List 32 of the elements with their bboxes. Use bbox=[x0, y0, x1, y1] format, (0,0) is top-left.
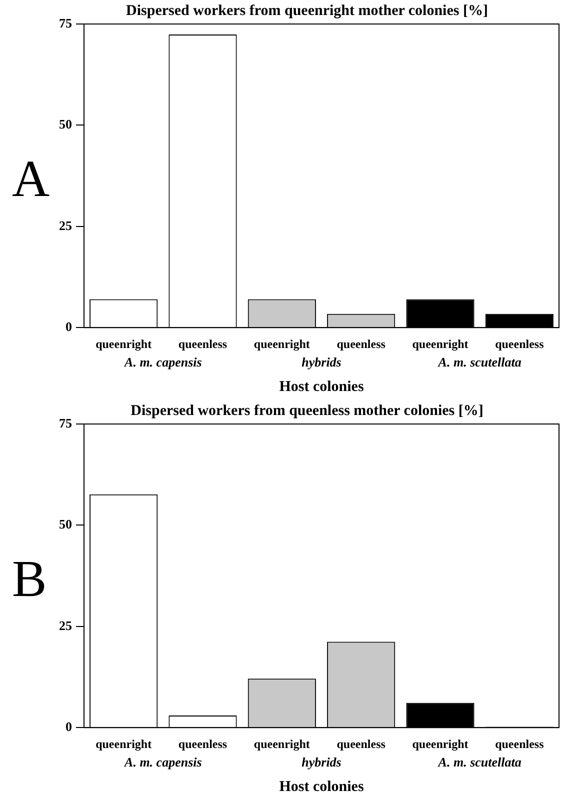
x-tick-label: queenright bbox=[254, 336, 310, 351]
y-tick-label: 50 bbox=[59, 516, 72, 532]
y-tick-label: 25 bbox=[59, 618, 72, 633]
chart-title: Dispersed workers from queenless mother colonies [%] bbox=[130, 402, 484, 419]
x-axis-title: Host colonies bbox=[279, 778, 364, 795]
x-tick-label: queenless bbox=[495, 736, 544, 751]
chart-title: Dispersed workers from queenright mother colonies [%] bbox=[126, 2, 488, 19]
text: A. m. scutellata bbox=[437, 754, 522, 770]
x-tick-label: queenless bbox=[178, 736, 228, 751]
x-axis-title: Host colonies bbox=[279, 378, 364, 395]
text: A. m. capensis bbox=[124, 354, 202, 370]
x-tick-label: queenright bbox=[412, 736, 468, 751]
text: hybrids bbox=[302, 754, 342, 770]
x-tick-label: queenright bbox=[412, 336, 468, 351]
x-tick-label: queenless bbox=[336, 736, 386, 751]
text: A. m. capensis bbox=[124, 754, 202, 770]
y-tick-label: 50 bbox=[59, 116, 72, 132]
y-tick-label: 25 bbox=[59, 218, 72, 233]
x-tick-label: queenright bbox=[254, 736, 310, 751]
y-tick-label: 75 bbox=[59, 15, 72, 30]
y-tick-label: 0 bbox=[66, 718, 72, 734]
y-tick-label: 0 bbox=[66, 318, 72, 334]
text: hybrids bbox=[302, 354, 342, 370]
x-tick-label: queenless bbox=[495, 336, 544, 351]
text: A. m. scutellata bbox=[437, 354, 522, 370]
x-tick-label: queenless bbox=[336, 336, 386, 351]
y-tick-label: 75 bbox=[59, 415, 72, 430]
text: B bbox=[12, 550, 47, 609]
text: A bbox=[12, 150, 50, 209]
x-tick-label: queenless bbox=[178, 336, 228, 351]
x-tick-label: queenright bbox=[96, 336, 152, 351]
x-tick-label: queenright bbox=[96, 736, 152, 751]
